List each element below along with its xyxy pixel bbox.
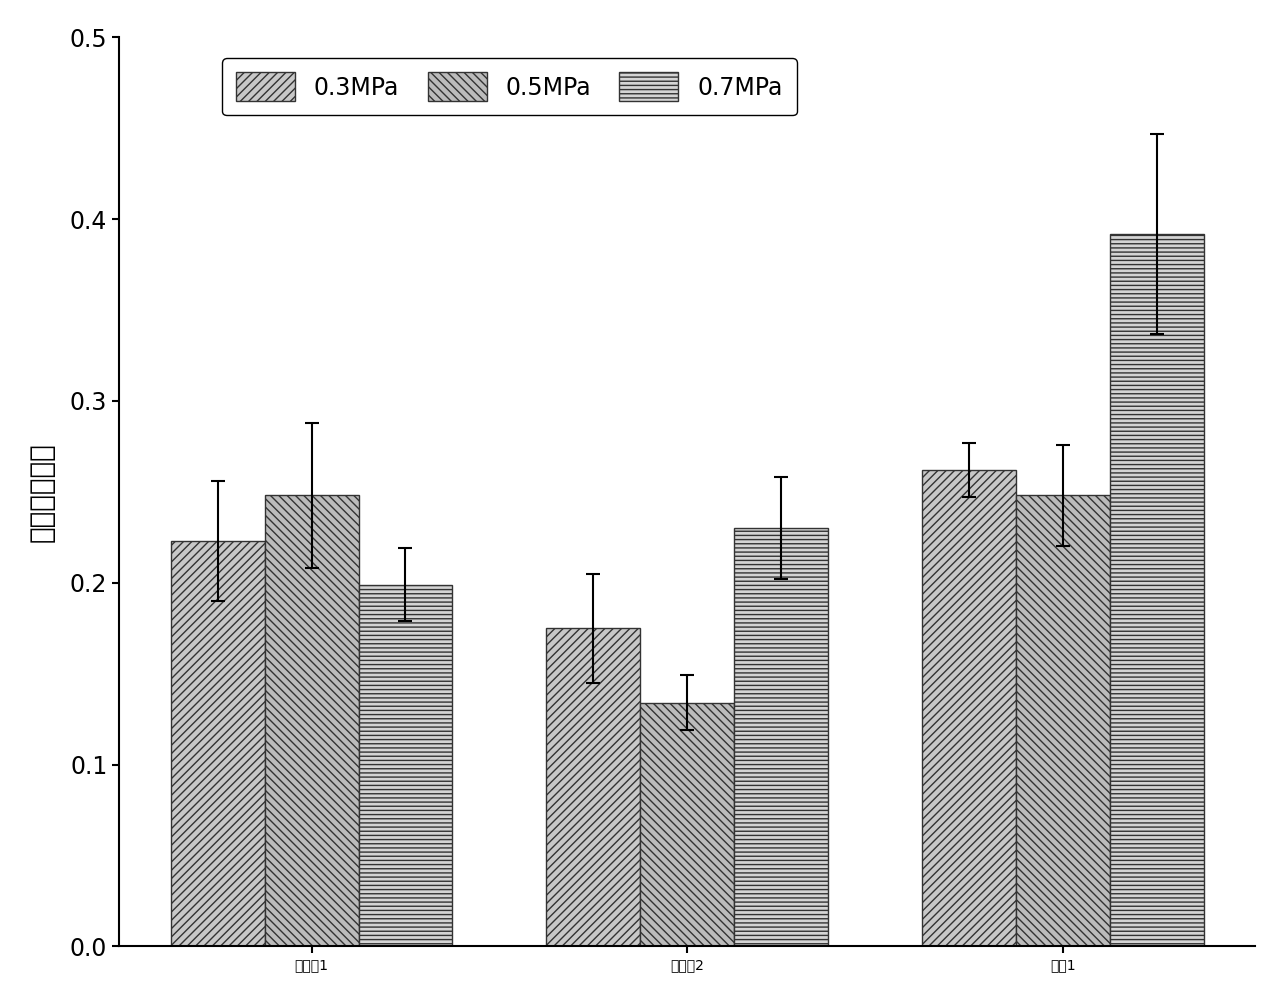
Bar <box>171 541 264 946</box>
Bar <box>640 703 734 946</box>
Bar <box>922 470 1016 946</box>
Bar <box>1110 234 1203 946</box>
Bar <box>1016 495 1110 946</box>
Bar <box>264 495 358 946</box>
Y-axis label: 平均摩擦系数: 平均摩擦系数 <box>28 442 55 542</box>
Bar <box>547 628 640 946</box>
Legend: 0.3MPa, 0.5MPa, 0.7MPa: 0.3MPa, 0.5MPa, 0.7MPa <box>222 58 797 115</box>
Bar <box>358 585 453 946</box>
Bar <box>734 528 828 946</box>
